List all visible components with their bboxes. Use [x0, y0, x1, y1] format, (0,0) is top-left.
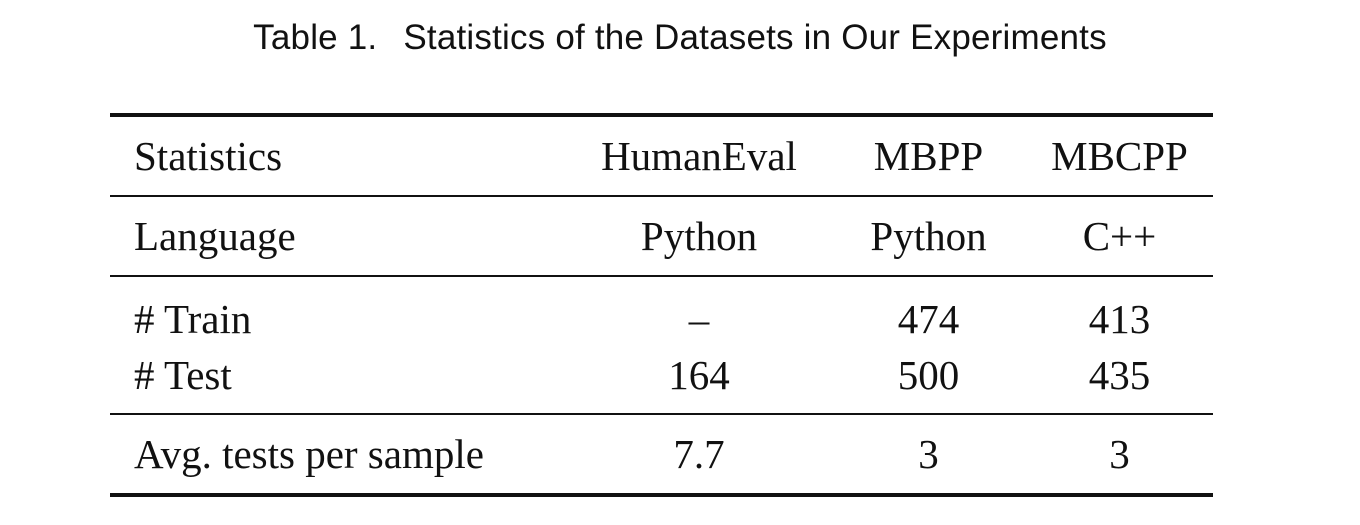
row-label-test: # Test: [110, 347, 567, 415]
caption-title: Statistics of the Datasets in Our Experi…: [403, 18, 1107, 57]
table-row-avg-tests: Avg. tests per sample 7.7 3 3: [110, 414, 1213, 495]
cell-mbpp-language: Python: [831, 196, 1026, 277]
table-row-language: Language Python Python C++: [110, 196, 1213, 277]
table-caption: Table 1. Statistics of the Datasets in Ou…: [0, 18, 1360, 58]
row-label-avg-tests: Avg. tests per sample: [134, 431, 484, 477]
table-row-test: # Test 164 500 435: [110, 347, 1213, 415]
header-mbpp: MBPP: [831, 115, 1026, 197]
header-statistics: Statistics: [110, 115, 567, 197]
cell-humaneval-language: Python: [567, 196, 831, 277]
cell-mbcpp-language: C++: [1026, 196, 1213, 277]
cell-humaneval-test: 164: [567, 347, 831, 415]
cell-mbpp-avg-tests: 3: [918, 431, 939, 477]
row-label-train: # Train: [134, 296, 252, 342]
cell-mbpp-test: 500: [831, 347, 1026, 415]
dataset-statistics-table-container: Statistics HumanEval MBPP MBCPP Language…: [110, 113, 1213, 497]
table-header-row: Statistics HumanEval MBPP MBCPP: [110, 115, 1213, 197]
cell-mbcpp-avg-tests: 3: [1109, 431, 1130, 477]
caption-label: Table 1.: [253, 18, 378, 57]
header-humaneval: HumanEval: [567, 115, 831, 197]
cell-humaneval-avg-tests: 7.7: [673, 431, 725, 477]
cell-mbcpp-train: 413: [1088, 296, 1151, 342]
table-row-train: # Train – 474 413: [110, 276, 1213, 347]
cell-humaneval-train: –: [688, 296, 710, 342]
header-mbcpp: MBCPP: [1026, 115, 1213, 197]
row-label-language: Language: [110, 196, 567, 277]
dataset-statistics-table: Statistics HumanEval MBPP MBCPP Language…: [110, 113, 1213, 497]
cell-mbcpp-test: 435: [1026, 347, 1213, 415]
cell-mbpp-train: 474: [897, 296, 960, 342]
